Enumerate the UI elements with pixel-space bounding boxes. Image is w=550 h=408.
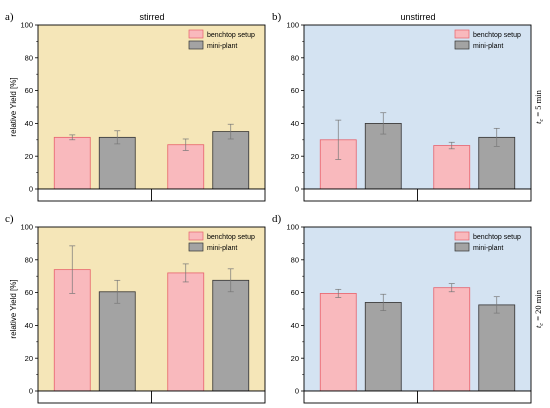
panel-c-y-tick-label: 20	[25, 354, 33, 363]
panel-c-legend-swatch-benchtop	[188, 231, 204, 241]
panel-b-y-tick-label: 60	[291, 86, 299, 95]
panel-a-y-tick-label: 0	[29, 185, 33, 194]
panel-c-bar-miniplant-filtrate	[98, 291, 136, 392]
panel-d-y-tick-label: 80	[291, 255, 299, 264]
panel-a-y-tick-label: 60	[25, 86, 33, 95]
panel-a-y-tick-label: 80	[25, 53, 33, 62]
panel-d-legend-swatch-benchtop	[454, 231, 470, 241]
panel-c-legend-label-benchtop: benchtop setup	[207, 234, 255, 241]
panel-b-letter: b)	[272, 11, 282, 23]
column-title-stirred: stirred	[139, 12, 164, 22]
panel-d-y-tick-label: 60	[291, 288, 299, 297]
panel-d-legend-label-miniplant: mini-plant	[473, 245, 503, 252]
panel-a-legend-swatch-miniplant	[188, 40, 204, 50]
panel-c-bar-miniplant-filtercake	[212, 279, 250, 392]
panel-b-legend-swatch-miniplant	[454, 40, 470, 50]
row-label-20min: tc = 20 min	[533, 289, 545, 328]
panel-a-legend-label-benchtop: benchtop setup	[207, 32, 255, 39]
panel-c-y-tick-label: 60	[25, 288, 33, 297]
panel-c-y-tick-label: 100	[20, 223, 33, 232]
panel-c-legend-label-miniplant: mini-plant	[207, 245, 237, 252]
y-axis-label-bottom: relative Yield [%]	[9, 279, 18, 338]
panel-d-legend-label-benchtop: benchtop setup	[473, 234, 521, 241]
panel-b-legend-label-miniplant: mini-plant	[473, 43, 503, 50]
panel-b-legend-label-benchtop: benchtop setup	[473, 32, 521, 39]
panel-d-bar-miniplant-filtercake	[478, 304, 516, 392]
panel-d-bar-miniplant-filtrate	[364, 302, 402, 392]
panel-c-letter: c)	[5, 213, 14, 225]
panel-d-bar-benchtop-filtercake	[433, 287, 471, 392]
panel-c-y-tick-label: 0	[29, 387, 33, 396]
panel-d-letter: d)	[272, 213, 282, 225]
panel-a-y-tick-label: 40	[25, 119, 33, 128]
panel-a-bar-miniplant-filtercake	[212, 131, 250, 190]
panel-b-legend-swatch-benchtop	[454, 29, 470, 39]
panel-b-y-tick-label: 0	[295, 185, 299, 194]
panel-d-bar-benchtop-filtrate	[319, 293, 357, 392]
panel-b-y-tick-label: 80	[291, 53, 299, 62]
panel-c-legend-swatch-miniplant	[188, 242, 204, 252]
panel-a-bar-miniplant-filtrate	[98, 136, 136, 190]
y-axis-label-top: relative Yield [%]	[9, 77, 18, 136]
panel-a-legend-swatch-benchtop	[188, 29, 204, 39]
panel-c-y-tick-label: 80	[25, 255, 33, 264]
panel-c-y-tick-label: 40	[25, 321, 33, 330]
panel-a-y-tick-label: 20	[25, 152, 33, 161]
panel-d-y-tick-label: 40	[291, 321, 299, 330]
row-label-5min: tc = 5 min	[533, 89, 545, 123]
panel-b-y-tick-label: 100	[286, 21, 299, 30]
panel-d-y-tick-label: 100	[286, 223, 299, 232]
panel-b-y-tick-label: 40	[291, 119, 299, 128]
panel-a-letter: a)	[5, 11, 14, 23]
panel-c-bar-benchtop-filtercake	[167, 272, 205, 392]
panel-a-legend-label-miniplant: mini-plant	[207, 43, 237, 50]
panel-d-y-tick-label: 20	[291, 354, 299, 363]
panel-b-bar-benchtop-filtercake	[433, 145, 471, 190]
panel-d-y-tick-label: 0	[295, 387, 299, 396]
panel-d-legend-swatch-miniplant	[454, 242, 470, 252]
panel-a-bar-benchtop-filtercake	[167, 144, 205, 190]
panel-b-y-tick-label: 20	[291, 152, 299, 161]
panel-a-bar-benchtop-filtrate	[53, 136, 91, 190]
panel-a-y-tick-label: 100	[20, 21, 33, 30]
column-title-unstirred: unstirred	[400, 12, 435, 22]
